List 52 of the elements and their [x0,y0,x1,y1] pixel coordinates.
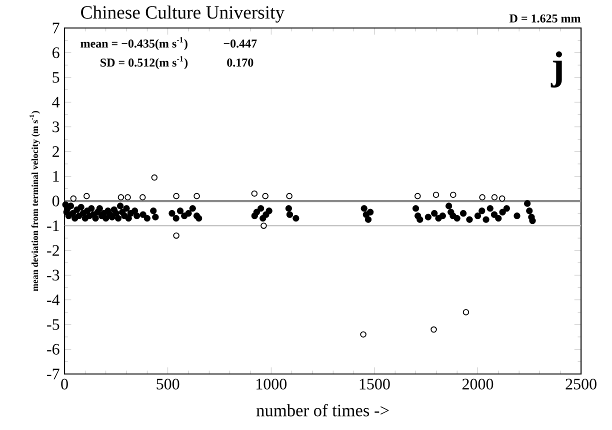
y-tick-label: -1 [47,220,59,232]
point [124,194,131,200]
point [118,194,124,200]
x-tick-label: 1000 [256,378,287,390]
annotation: SD = 0.512(m s$^{-1}$) [100,56,188,70]
y-tick-label: -6 [47,344,60,355]
annotation: 0.170 [227,58,254,67]
x-tick-label: 1500 [360,378,390,390]
point [414,192,421,200]
point [151,174,158,181]
y-tick-label: 1 [53,171,59,182]
x-tick-label: 2000 [462,378,494,390]
point [251,190,258,197]
x-tick-label: 2500 [566,378,596,390]
y-tick-label: 7 [52,22,60,34]
y-tick-label: 0 [52,196,60,206]
point [139,194,146,200]
y-tick-label: -7 [47,368,60,380]
point [479,194,486,200]
x-tick-label: 0 [61,378,68,390]
y-tick-label: 2 [52,146,59,157]
point [84,192,90,200]
y-tick-label: -2 [47,245,59,256]
y-tick-label: -3 [47,270,60,281]
point [430,326,437,333]
point [286,192,292,200]
chart-subtitle: D = 1.625 mm [510,14,581,23]
point [432,192,440,198]
point [173,192,180,200]
point [70,195,77,202]
point [499,195,506,202]
y-tick-label: 3 [52,121,60,132]
y-tick-label: 4 [52,96,60,108]
annotation: mean = −0.435(m s$^{-1}$) [80,37,188,50]
point [262,192,268,200]
y-tick-label: -5 [47,319,60,330]
x-axis-title: number of times -> [256,404,389,416]
y-tick-label: -4 [47,294,60,306]
annotation: j [550,51,562,88]
y-tick-label: 5 [52,72,60,83]
annotation: −0.447 [224,40,257,48]
chart-title: Chinese Culture University [81,6,285,23]
point [194,192,200,200]
point [462,309,470,316]
point [173,232,180,239]
y-axis-title: mean deviation from terminal velocity (m s$^{-1}$) [30,111,40,292]
point [491,194,498,200]
point [260,222,267,229]
y-tick-label: 6 [52,47,60,58]
point [450,192,456,198]
x-tick-label: 500 [156,378,180,390]
point [360,331,366,338]
